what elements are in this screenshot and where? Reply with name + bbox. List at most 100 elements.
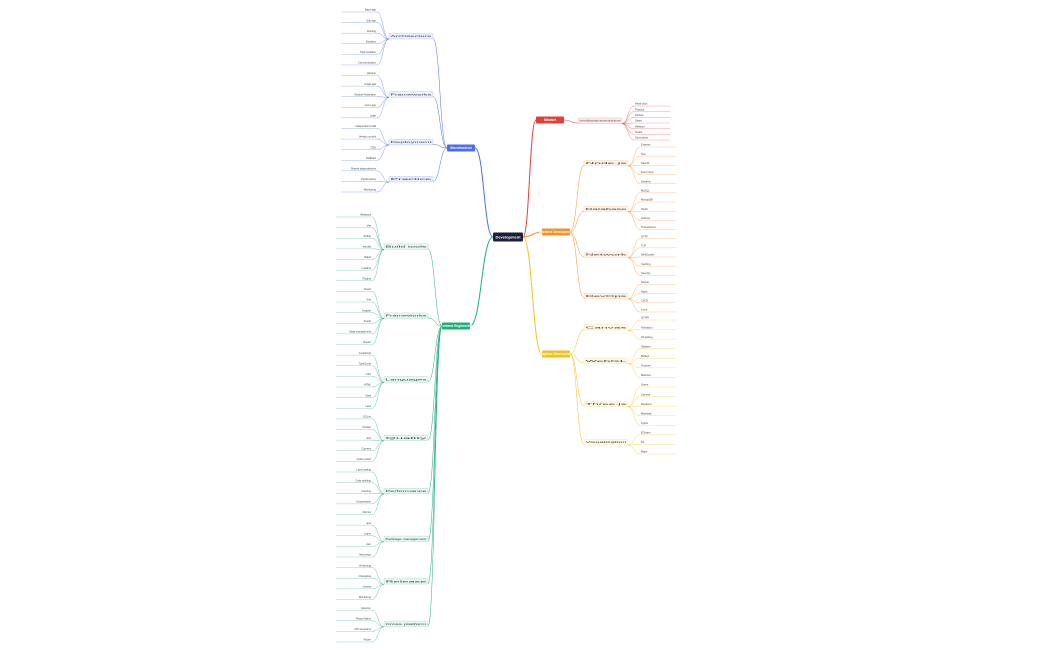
leaf-label: ECharts [641,431,651,435]
topic-label: Database [586,207,629,211]
connector [371,291,385,319]
leaf-label: Iterate [635,130,643,134]
leaf-label: Shaders [641,344,651,348]
topic-label: Deployment [391,140,433,144]
connector [376,38,390,66]
leaf-label: React Native [356,616,371,620]
leaf-label: Lights [641,421,649,425]
leaf-label: Caching [641,262,651,266]
connector [371,584,385,600]
connector [627,293,641,300]
connector [376,11,390,40]
leaf-label: Matrices [641,373,652,377]
connector [469,236,494,327]
connector [371,626,385,632]
leaf-label: Redis [641,207,648,211]
leaf-label: Electron [361,606,371,610]
connector [371,440,385,462]
leaf-label: Independent build [355,124,376,128]
topic-box [583,293,629,299]
leaf-label: Camera [641,392,651,396]
leaf-label: Sass [365,393,371,397]
connector [376,22,390,40]
connector [371,524,385,542]
connector [371,318,385,345]
connector [371,541,385,547]
connector [376,97,390,108]
topic-box [383,434,429,441]
topic-box [577,117,623,124]
connector [376,85,390,98]
connector [621,123,635,135]
leaf-label: Textures [641,364,652,368]
connector [432,96,448,149]
leaf-label: Materials [641,411,652,415]
leaf-label: Maps [641,450,648,454]
leaf-label: Webpack [360,213,371,217]
leaf-label: Sub app [366,18,376,22]
topic-label: Visualization [586,440,629,444]
connector [627,330,641,340]
leaf-label: Routing [367,29,376,33]
connector [627,146,641,167]
leaf-label: qiankun [367,71,377,75]
connector [621,105,635,124]
leaf-label: Canary [363,585,372,589]
connector [569,353,585,407]
leaf-label: Summarize [635,136,649,140]
connector [569,353,585,445]
leaf-label: Security [641,271,651,275]
topic-label: Three.js [586,402,630,406]
leaf-label: pnpm [365,532,372,535]
connector [376,128,390,146]
connector [371,301,385,319]
connector [371,249,385,281]
connector [569,329,585,355]
connector [627,319,641,331]
leaf-label: Event loop [641,170,654,174]
connector [627,329,641,331]
topic-box [583,251,629,258]
connector [371,584,385,590]
branch-label: Microfrontend [450,146,471,150]
connector [371,620,385,627]
leaf-label: React [364,287,371,291]
topic-label: Cross platform [386,622,427,626]
branch-label: Backend Development [539,230,574,234]
leaf-label: HTTP [641,234,648,238]
connector [427,325,443,627]
connector [371,429,385,441]
connector [376,144,390,161]
leaf-label: WebSocket [641,253,654,257]
connector [376,181,390,193]
connector [376,97,390,119]
connector [627,386,641,408]
leaf-label: TCP [641,244,646,248]
leaf-label: Rollup [364,234,372,238]
connector [627,444,641,446]
leaf-label: Prettier [363,425,371,429]
topic-box [383,312,429,319]
leaf-label: NestJS [641,161,650,165]
leaf-label: Monitoring [364,188,377,192]
connector [569,231,585,258]
connector [376,96,390,98]
connector [627,363,641,369]
connector [627,210,641,213]
leaf-label: Lazy loading [356,468,371,472]
connector [371,626,385,643]
leaf-label: Jest [366,436,371,440]
connector [627,257,641,267]
topic-box [383,243,429,250]
leaf-label: Angular [362,308,371,312]
connector [627,165,641,184]
topic-label: Frameworks [391,92,434,96]
connector [371,249,385,271]
leaf-label: Svelte [364,319,372,323]
topic-label: Canvas [586,325,630,329]
leaf-label: Monitoring [359,595,372,599]
connector [427,325,443,441]
connector [627,434,641,446]
topic-box [583,400,629,407]
leaf-label: npm [366,522,371,525]
